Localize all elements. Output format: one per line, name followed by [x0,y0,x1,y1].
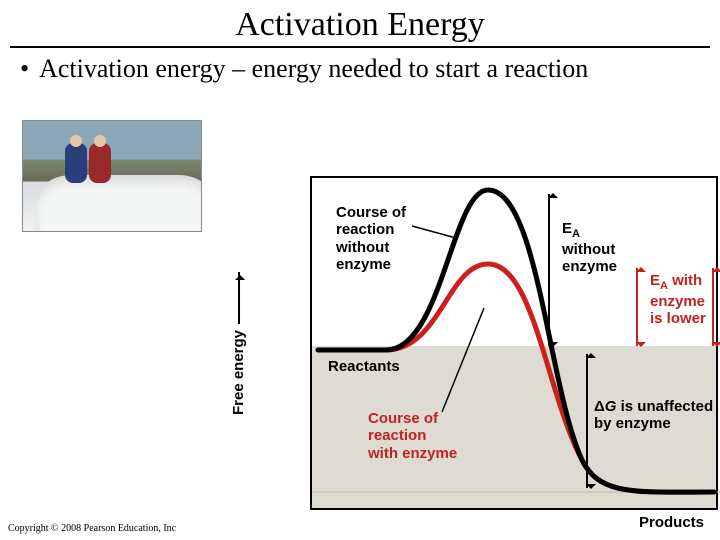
person-head [70,135,82,147]
arrowhead-down-icon [548,342,558,352]
bracket-ea-with [632,268,642,346]
arrowhead-down-icon [586,484,596,494]
label-products: Products [310,512,718,531]
bullet-dot: • [20,54,29,83]
label-ea-with: EA withenzymeis lower [650,272,706,327]
y-axis-text: Free energy [230,329,247,414]
person-shape [65,143,87,183]
bracket-ea-with [708,268,718,346]
label-reactants: Reactants [328,358,400,375]
illustration-photo [22,120,202,232]
bracket-line [548,194,550,346]
bracket-delta-g [582,354,592,488]
bracket-line [636,268,638,346]
arrowhead-down-icon [712,342,720,352]
copyright-text: Copyright © 2008 Pearson Education, Inc [8,523,176,534]
plot-area: Course ofreactionwithoutenzyme Reactants… [310,176,718,510]
person-head [94,135,106,147]
energy-diagram: Free energy Course ofreactionwithoutenzy… [258,176,718,532]
page-title: Activation Energy [10,0,710,48]
label-ea-without: EAwithoutenzyme [562,220,617,275]
bracket-ea-without [544,194,554,346]
y-axis: Free energy [258,176,310,510]
bullet-definition: • Activation energy – energy needed to st… [0,52,720,90]
label-course-no-enzyme: Course ofreactionwithoutenzyme [336,204,406,273]
bullet-text: Activation energy – energy needed to sta… [39,54,588,83]
person-shape [89,143,111,183]
y-axis-arrow-icon [237,271,239,323]
bracket-line [586,354,588,488]
arrowhead-down-icon [636,342,646,352]
label-course-with-enzyme: Course ofreactionwith enzyme [368,410,457,462]
car-shape [35,175,202,232]
label-delta-g: ΔG is unaffectedby enzyme [594,398,713,433]
bracket-line [712,268,714,346]
y-axis-label: Free energy [230,271,247,414]
